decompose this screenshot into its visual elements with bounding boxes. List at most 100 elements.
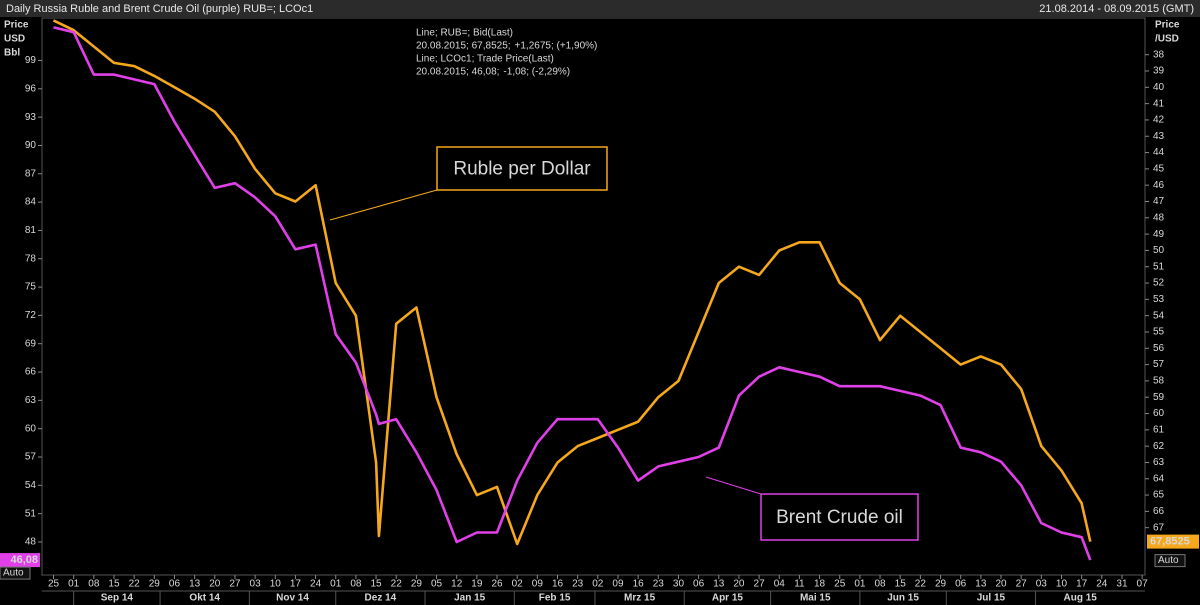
x-tick-label: 23	[572, 579, 584, 590]
x-tick-label: 10	[270, 579, 282, 590]
y2-tick-label: 38	[1153, 49, 1165, 60]
y-tick-label: 51	[25, 508, 37, 519]
x-tick-label: 22	[915, 579, 927, 590]
x-tick-label: 03	[250, 579, 262, 590]
x-tick-label: 11	[794, 579, 805, 590]
auto-button	[0, 566, 31, 580]
x-tick-label: 09	[532, 579, 544, 590]
y-tick-label: 99	[25, 55, 37, 66]
y-tick-label: 87	[25, 168, 37, 179]
y2-tick-label: 49	[1153, 229, 1165, 240]
x-tick-label: 30	[673, 579, 685, 590]
y2-tick-label: 44	[1153, 147, 1165, 158]
month-label: Jul 15	[977, 593, 1006, 604]
last-value-label: 46,08	[10, 554, 38, 566]
annotation: Brent Crude oil	[776, 507, 903, 528]
x-tick-label: 15	[371, 579, 383, 590]
month-label: Jun 15	[887, 593, 919, 604]
date-range: 21.08.2014 - 08.09.2015 (GMT)	[1039, 3, 1194, 15]
x-tick-label: 26	[491, 579, 503, 590]
last-value-label: 67,8525	[1150, 536, 1190, 548]
x-tick-label: 07	[1137, 579, 1149, 590]
y-tick-label: 63	[25, 395, 37, 406]
x-tick-label: 22	[129, 579, 141, 590]
y2-tick-label: 51	[1153, 261, 1165, 272]
y2-tick-label: 56	[1153, 343, 1165, 354]
y2-tick-label: 64	[1153, 473, 1165, 484]
x-tick-label: 19	[471, 579, 483, 590]
x-tick-label: 10	[1056, 579, 1068, 590]
callout-box	[436, 146, 608, 191]
x-tick-label: 27	[754, 579, 766, 590]
y2-tick-label: 67	[1153, 522, 1165, 533]
x-tick-label: 06	[169, 579, 181, 590]
y-tick-label: 90	[25, 140, 37, 151]
x-tick-label: 13	[189, 579, 201, 590]
y-tick-label: 48	[25, 537, 37, 548]
y2-tick-label: 54	[1153, 310, 1165, 321]
month-label: Mrz 15	[624, 593, 656, 604]
x-tick-label: 25	[834, 579, 846, 590]
x-tick-label: 05	[431, 579, 443, 590]
y2-tick-label: 52	[1153, 278, 1165, 289]
x-tick-label: 02	[592, 579, 604, 590]
x-tick-label: 20	[995, 579, 1007, 590]
y2-tick-label: 47	[1153, 196, 1165, 207]
y-tick-label: 96	[25, 83, 37, 94]
callout-line	[329, 189, 438, 221]
y-tick-label: 60	[25, 423, 37, 434]
x-tick-label: 13	[975, 579, 987, 590]
y2-axis-title: /USD	[1155, 34, 1179, 45]
y2-tick-label: 61	[1153, 424, 1165, 435]
x-tick-label: 22	[391, 579, 403, 590]
x-tick-label: 15	[895, 579, 907, 590]
y2-tick-label: 57	[1153, 359, 1165, 370]
series-line	[53, 26, 1092, 561]
y-tick-label: 78	[25, 253, 37, 264]
y2-tick-label: 53	[1153, 294, 1165, 305]
legend-entry: Line; RUB=; Bid(Last)	[416, 28, 513, 39]
y2-tick-label: 55	[1153, 327, 1165, 338]
month-label: Feb 15	[539, 593, 571, 604]
x-tick-label: 01	[854, 579, 866, 590]
x-tick-label: 16	[633, 579, 645, 590]
month-label: Dez 14	[365, 593, 397, 604]
x-tick-label: 24	[310, 579, 322, 590]
month-label: Sep 14	[101, 593, 134, 604]
x-tick-label: 16	[552, 579, 564, 590]
y-tick-label: 57	[25, 452, 37, 463]
x-tick-label: 08	[874, 579, 886, 590]
y-axis-title: USD	[4, 34, 25, 45]
y-tick-label: 81	[25, 225, 37, 236]
x-tick-label: 01	[68, 579, 80, 590]
x-tick-label: 02	[512, 579, 524, 590]
auto-button-label: Auto	[1158, 555, 1179, 566]
x-tick-label: 20	[209, 579, 221, 590]
x-tick-label: 31	[1116, 579, 1128, 590]
title-bar	[0, 0, 1200, 17]
y2-tick-label: 62	[1153, 441, 1165, 452]
y2-tick-label: 41	[1153, 98, 1165, 109]
last-value-badge	[1147, 534, 1199, 549]
x-tick-label: 09	[612, 579, 624, 590]
x-tick-label: 17	[1076, 579, 1088, 590]
y2-tick-label: 45	[1153, 164, 1165, 175]
series-line	[52, 19, 1092, 546]
y2-tick-label: 43	[1153, 131, 1165, 142]
legend-status: -1,08; (-2,29%)	[503, 67, 570, 78]
x-tick-label: 03	[1036, 579, 1048, 590]
x-tick-label: 18	[814, 579, 826, 590]
auto-button	[1154, 554, 1186, 568]
callout-box	[760, 493, 919, 541]
x-tick-label: 29	[935, 579, 947, 590]
x-tick-label: 01	[330, 579, 342, 590]
y-tick-label: 69	[25, 338, 37, 349]
plot-frame	[41, 17, 1146, 576]
y-axis-title: Bbl	[4, 48, 20, 59]
y2-tick-label: 48	[1153, 212, 1165, 223]
y-tick-label: 54	[25, 480, 37, 491]
x-tick-label: 24	[1096, 579, 1108, 590]
y2-tick-label: 40	[1153, 82, 1165, 93]
